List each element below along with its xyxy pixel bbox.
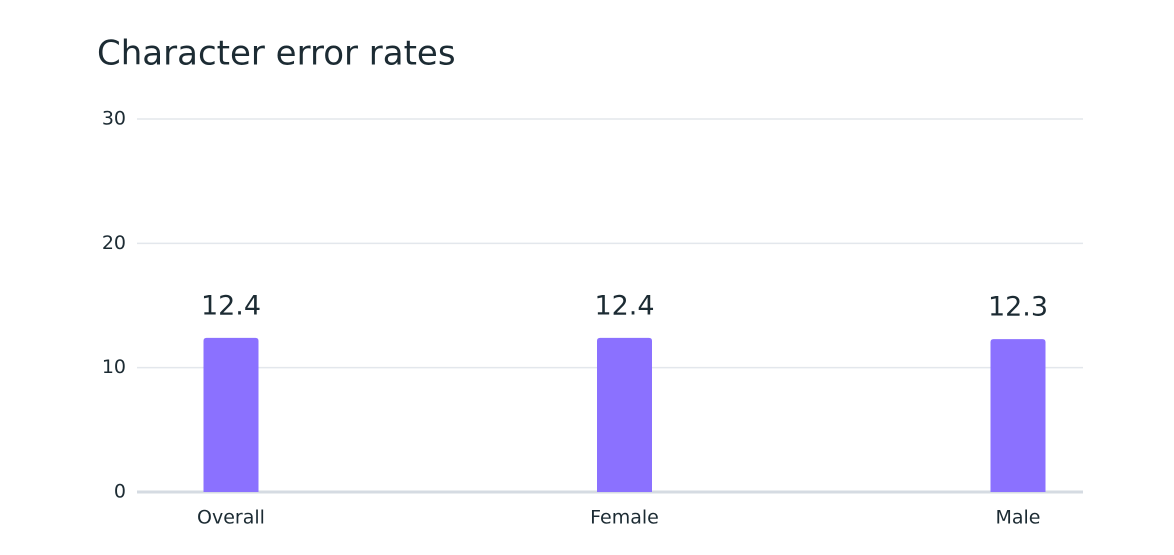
value-label: 12.4: [594, 290, 654, 321]
x-tick-label: Female: [590, 507, 659, 529]
y-tick-label: 30: [102, 108, 126, 130]
y-tick-label: 0: [114, 481, 126, 503]
x-tick-label: Overall: [197, 507, 265, 529]
bar: [203, 337, 259, 492]
bar: [597, 337, 652, 492]
chart-title: Character error rates: [97, 34, 456, 74]
y-tick-label: 10: [102, 356, 126, 378]
x-tick-label: Male: [995, 507, 1040, 529]
value-label: 12.4: [201, 290, 261, 321]
value-label: 12.3: [988, 292, 1048, 323]
bar: [990, 339, 1046, 492]
y-tick-label: 20: [102, 232, 126, 254]
